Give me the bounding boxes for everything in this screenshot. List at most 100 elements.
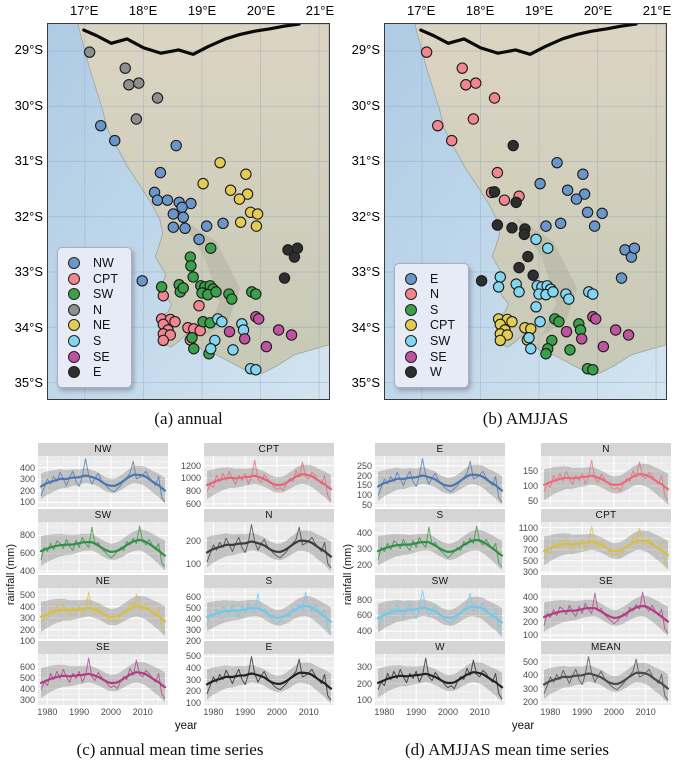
legend-dot-icon <box>405 288 417 301</box>
y-tick-label: 300 <box>522 566 538 577</box>
facet-cpt: CPT <box>204 443 334 507</box>
y-tick-label: 500 <box>185 651 201 662</box>
station-dot-ne <box>241 188 254 200</box>
y-tick-label: 200 <box>185 636 201 647</box>
y-tick-label: 300 <box>185 625 201 636</box>
y-tick-label: 300 <box>356 662 372 673</box>
trend-line <box>205 473 333 491</box>
x-tick-label: 2000 <box>266 707 287 717</box>
legend-label: CPT <box>430 318 455 333</box>
station-dot-nw <box>151 194 164 206</box>
station-dot-s <box>587 364 599 376</box>
legend-item-se: SE <box>68 349 118 365</box>
station-dot-nw <box>179 222 191 235</box>
legend-dot-icon <box>68 303 80 316</box>
y-tick-label: 400 <box>185 614 201 625</box>
facet-se: SE <box>541 575 671 639</box>
station-dot-ne <box>224 184 237 196</box>
legend-item-cpt: CPT <box>405 318 455 334</box>
station-dot-ne <box>251 208 264 220</box>
station-dot-sw <box>530 301 542 313</box>
lat-tick-label: 31°S <box>351 153 380 169</box>
lat-tick-label: 31°S <box>14 153 43 169</box>
facet-s: S <box>375 509 505 573</box>
lat-tick-label: 35°S <box>351 375 380 391</box>
facet-plot <box>38 654 168 705</box>
station-dot-s <box>540 348 552 360</box>
station-dot-n <box>130 113 143 125</box>
y-tick-label: 50 <box>527 496 538 506</box>
province-border <box>419 24 638 56</box>
station-dot-nw <box>176 201 188 214</box>
facet-w: W <box>375 641 505 705</box>
y-tick-label: 300 <box>185 674 201 685</box>
facet-se: SE <box>38 641 168 705</box>
legend-label: CPT <box>93 271 118 286</box>
facet-plot <box>204 456 334 507</box>
station-dot-w <box>510 196 522 209</box>
mountains <box>178 216 241 336</box>
y-tick-label: 150 <box>356 480 372 491</box>
station-dot-se <box>597 340 610 353</box>
station-dot-e <box>578 188 591 200</box>
y-tick-label: 200 <box>356 560 372 571</box>
lat-tick-label: 30°S <box>351 97 380 113</box>
lon-tick-label: 20°E <box>583 3 613 18</box>
facet-strip-label: NE <box>38 575 168 588</box>
station-dot-w <box>507 139 519 152</box>
station-dot-s <box>205 343 217 355</box>
y-tick-label: 400 <box>356 626 372 637</box>
timeseries-panel-amjjas: rainfall (mm) E 50 100 150 200 250 N 50 100 150 S 20… <box>341 443 673 739</box>
y-tick-label: 400 <box>19 566 35 577</box>
caption-b: (b) AMJJAS <box>482 409 569 428</box>
facet-strip-label: S <box>204 575 334 588</box>
facet-nw: NW <box>38 443 168 507</box>
station-dot-w <box>506 222 518 234</box>
y-tick-label: 300 <box>19 694 35 705</box>
x-tick-label: 2010 <box>635 707 656 717</box>
legend-dot-icon <box>68 272 80 285</box>
station-dot-e <box>570 193 583 205</box>
lon-tick-label: 18°E <box>465 3 495 18</box>
trend-line <box>376 473 504 492</box>
facet-e: E <box>375 443 505 507</box>
station-dot-nw <box>193 233 205 246</box>
facet-plot <box>375 654 505 705</box>
lat-tick-label: 29°S <box>351 42 380 58</box>
station-dot-sw <box>534 315 546 328</box>
legend-dot-icon <box>68 257 80 270</box>
station-dot-nw <box>170 139 182 152</box>
station-dot-nw <box>177 211 189 223</box>
facet-n: N <box>204 509 334 573</box>
station-dot-s <box>216 315 228 328</box>
facet-strip-label: CPT <box>204 443 334 456</box>
x-tick-label: 2010 <box>298 707 319 717</box>
y-tick-label: 500 <box>522 657 538 668</box>
station-dot-nw <box>109 134 121 147</box>
x-tick-label: 2000 <box>437 707 458 717</box>
station-dot-w <box>488 186 501 198</box>
facet-plot <box>375 588 505 639</box>
station-dot-w <box>491 219 504 231</box>
station-dot-n <box>133 77 145 89</box>
station-dot-nw <box>154 166 167 179</box>
legend-dot-icon <box>68 288 80 301</box>
station-dot-ne <box>197 177 209 190</box>
y-tick-label: 400 <box>19 683 35 694</box>
legend-item-n: N <box>405 286 455 302</box>
y-tick-label: 200 <box>522 617 538 628</box>
x-tick-label: 2010 <box>132 707 153 717</box>
legend-label: SE <box>93 349 110 364</box>
station-dot-s <box>553 315 565 328</box>
legend-dot-icon <box>405 366 417 379</box>
station-dot-w <box>522 250 534 263</box>
legend-label: S <box>430 302 439 317</box>
y-tick-label: 200 <box>185 686 201 697</box>
station-dot-sw <box>187 271 199 283</box>
trend-line <box>376 538 504 557</box>
trend-line <box>542 671 670 690</box>
y-tick-label: 100 <box>356 695 372 706</box>
station-dot-e <box>551 156 563 169</box>
station-dot-sw <box>188 343 200 355</box>
